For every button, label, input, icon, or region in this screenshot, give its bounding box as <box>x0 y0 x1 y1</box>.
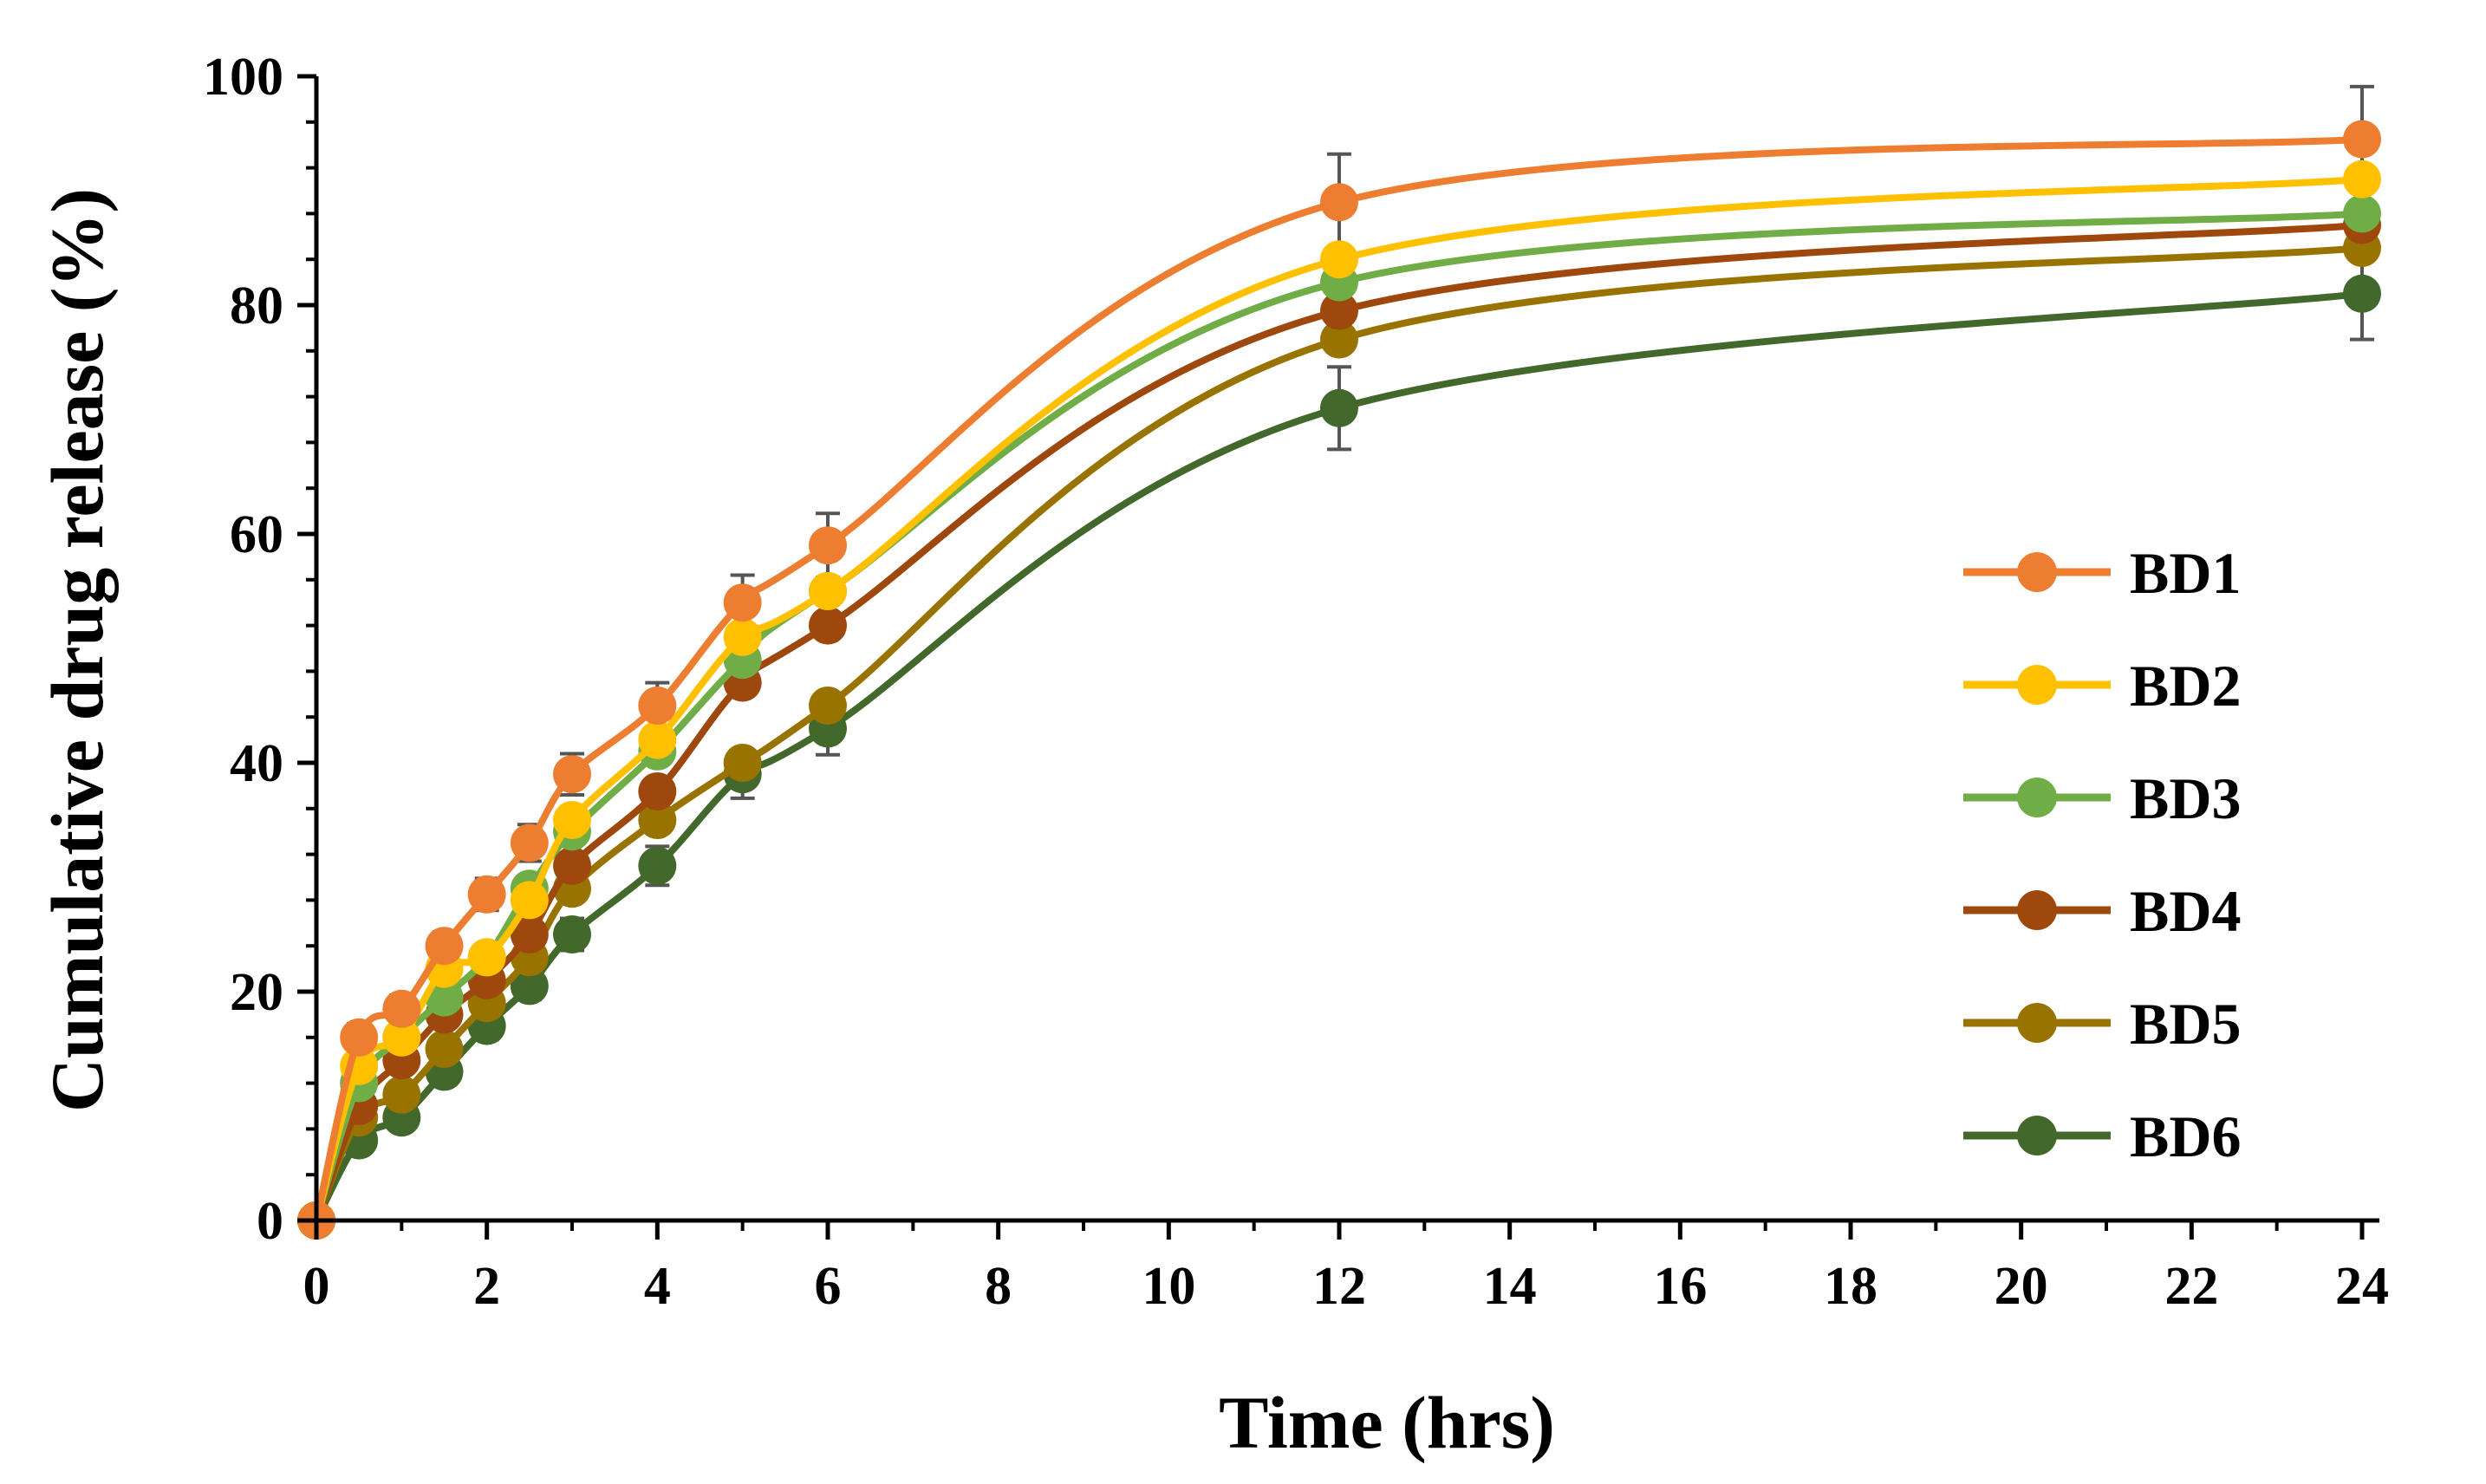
data-point <box>809 526 847 565</box>
data-point <box>1320 388 1358 427</box>
legend-label: BD1 <box>2130 540 2241 606</box>
data-point <box>2343 159 2381 199</box>
series-line <box>313 244 2363 1222</box>
legend-marker <box>2017 1116 2057 1155</box>
series-line <box>313 210 2363 1222</box>
data-point <box>425 927 464 966</box>
x-tick-label: 24 <box>2335 1257 2389 1316</box>
x-tick-label: 12 <box>1312 1257 1366 1316</box>
series-bd4 <box>297 205 2381 1240</box>
series-bd6 <box>297 274 2381 1240</box>
y-tick-label: 0 <box>257 1192 283 1251</box>
legend-item-bd4: BD4 <box>1963 878 2241 944</box>
data-point <box>1320 291 1358 330</box>
data-point <box>809 572 847 610</box>
data-point <box>638 720 677 759</box>
data-point <box>638 846 677 885</box>
data-point <box>1320 320 1358 359</box>
x-axis-title: Time (hrs) <box>1219 1381 1555 1464</box>
legend-item-bd3: BD3 <box>1963 765 2241 831</box>
data-point <box>553 915 591 954</box>
y-tick-label: 20 <box>230 963 283 1022</box>
x-tick-label: 4 <box>644 1257 671 1316</box>
data-point <box>510 915 549 954</box>
legend-item-bd1: BD1 <box>1963 540 2241 606</box>
series-bd1 <box>297 120 2381 1240</box>
legend-label: BD3 <box>2130 765 2241 831</box>
data-point <box>510 881 549 920</box>
x-tick-label: 14 <box>1483 1257 1537 1316</box>
data-point <box>809 606 847 645</box>
axes <box>297 74 2379 1240</box>
data-point <box>809 687 847 725</box>
data-point <box>2343 194 2381 233</box>
x-tick-label: 22 <box>2164 1257 2218 1316</box>
x-tick-label: 18 <box>1824 1257 1878 1316</box>
data-point <box>510 823 549 862</box>
data-point <box>553 801 591 839</box>
series-line <box>313 290 2363 1222</box>
data-point <box>638 801 677 839</box>
data-point <box>340 1018 379 1057</box>
data-point <box>553 755 591 794</box>
legend-marker <box>2017 665 2057 705</box>
data-point <box>467 875 506 914</box>
series-group <box>297 120 2381 1240</box>
legend-item-bd2: BD2 <box>1963 653 2241 719</box>
y-axis-title: Cumulative drug release (%) <box>36 188 119 1112</box>
data-point <box>638 687 677 725</box>
data-point <box>510 967 549 1006</box>
data-point <box>638 772 677 810</box>
x-tick-label: 2 <box>473 1257 500 1316</box>
x-tick-label: 0 <box>303 1257 330 1316</box>
series-line <box>313 221 2363 1222</box>
legend-label: BD4 <box>2130 878 2241 944</box>
data-point <box>723 617 762 656</box>
y-tick-label: 40 <box>230 734 283 793</box>
data-point <box>553 846 591 885</box>
data-point <box>2343 274 2381 313</box>
legend-label: BD6 <box>2130 1103 2241 1169</box>
data-point <box>1320 183 1358 222</box>
x-tick-label: 16 <box>1653 1257 1707 1316</box>
data-point <box>425 1030 464 1068</box>
data-point <box>382 989 421 1028</box>
error-bars <box>347 84 2374 1152</box>
y-tick-label: 100 <box>203 48 283 107</box>
data-point <box>723 583 762 622</box>
legend: BD1 BD2 BD3 BD4 BD5 BD6 <box>1963 540 2241 1169</box>
legend-marker <box>2017 1003 2057 1043</box>
legend-item-bd6: BD6 <box>1963 1103 2241 1169</box>
data-point <box>467 938 506 977</box>
data-point <box>382 1075 421 1114</box>
y-tick-label: 60 <box>230 505 283 564</box>
legend-label: BD2 <box>2130 653 2241 719</box>
y-tick-label: 80 <box>230 277 283 335</box>
x-tick-label: 10 <box>1142 1257 1195 1316</box>
x-tick-label: 8 <box>985 1257 1012 1316</box>
x-tick-label: 20 <box>1995 1257 2048 1316</box>
data-point <box>723 744 762 782</box>
x-tick-label: 6 <box>815 1257 842 1316</box>
legend-label: BD5 <box>2130 991 2241 1057</box>
legend-marker <box>2017 890 2057 930</box>
legend-marker <box>2017 778 2057 817</box>
data-point <box>2343 120 2381 159</box>
legend-marker <box>2017 552 2057 592</box>
data-point <box>382 1018 421 1057</box>
data-point <box>1320 240 1358 279</box>
legend-item-bd5: BD5 <box>1963 991 2241 1057</box>
